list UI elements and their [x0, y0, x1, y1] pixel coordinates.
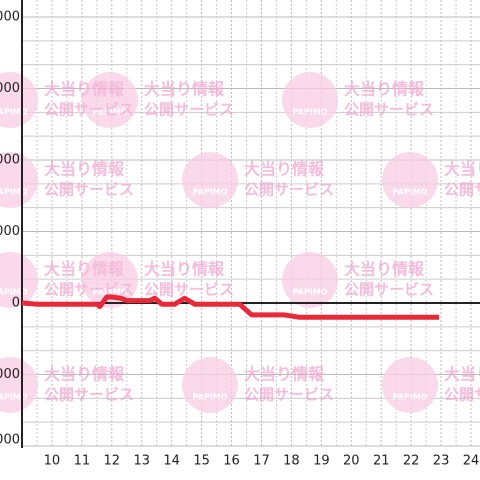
watermark-logo: [0, 252, 38, 308]
x-tick-label: 10: [44, 454, 61, 469]
watermark-title: 大当り情報: [44, 80, 125, 99]
x-tick-label: 19: [313, 454, 330, 469]
watermark-title: 大当り情報: [244, 365, 325, 384]
watermark-title: 大当り情報: [244, 160, 325, 179]
y-tick-label: -6,000: [0, 433, 20, 448]
watermark-logo: [0, 72, 38, 128]
watermark-logo-text: PAPIMO: [93, 288, 128, 297]
x-tick-label: 22: [403, 454, 420, 469]
y-tick-label: 6,000: [0, 153, 20, 168]
watermark-logo: [82, 72, 138, 128]
y-tick-label: 9,000: [0, 81, 20, 96]
watermark-logo: [0, 152, 38, 208]
watermark-logo: [0, 357, 38, 413]
watermark-title: 大当り情報: [344, 260, 425, 279]
y-tick-label: 3,000: [0, 224, 20, 239]
x-tick-label: 14: [163, 454, 180, 469]
watermark-title: 大当り情報: [444, 160, 480, 179]
watermark-logo: [182, 152, 238, 208]
watermark-subtitle: 公開サービス: [244, 181, 334, 199]
watermark-logo: [382, 152, 438, 208]
watermark-subtitle: 公開サービス: [144, 281, 234, 299]
x-tick-label: 16: [223, 454, 240, 469]
x-tick-label: 13: [133, 454, 150, 469]
y-tick-label: 12,000: [0, 10, 20, 25]
watermark-logo-text: PAPIMO: [0, 108, 28, 117]
x-tick-label: 21: [373, 454, 390, 469]
watermark-title: 大当り情報: [44, 160, 125, 179]
watermark-subtitle: 公開サービス: [44, 101, 134, 119]
watermark-logo-text: PAPIMO: [0, 288, 28, 297]
watermark-subtitle: 公開サービス: [444, 386, 480, 404]
x-tick-label: 15: [193, 454, 210, 469]
watermark-title: 大当り情報: [44, 365, 125, 384]
watermark-logo-text: PAPIMO: [293, 288, 328, 297]
watermark-logo: [82, 252, 138, 308]
watermark-logo: [282, 72, 338, 128]
watermark-logo-text: PAPIMO: [0, 393, 28, 402]
y-tick-label: -3,000: [0, 367, 20, 382]
watermark-logo: [182, 357, 238, 413]
watermark-subtitle: 公開サービス: [244, 386, 334, 404]
watermark-logo-text: PAPIMO: [393, 393, 428, 402]
x-tick-label: 17: [253, 454, 270, 469]
watermark-subtitle: 公開サービス: [344, 281, 434, 299]
x-tick-label: 23: [433, 454, 450, 469]
x-tick-label: 12: [104, 454, 121, 469]
watermark-title: 大当り情報: [44, 260, 125, 279]
watermark-logo-text: PAPIMO: [93, 108, 128, 117]
watermark-title: 大当り情報: [144, 260, 225, 279]
watermark-title: 大当り情報: [344, 80, 425, 99]
data-line: [21, 294, 439, 320]
watermark-subtitle: 公開サービス: [344, 101, 434, 119]
x-tick-label: 20: [343, 454, 360, 469]
x-tick-label: 24: [463, 454, 480, 469]
watermark-logo-text: PAPIMO: [393, 188, 428, 197]
watermark-title: 大当り情報: [144, 80, 225, 99]
x-tick-label: 11: [74, 454, 91, 469]
watermark-logo-text: PAPIMO: [193, 188, 228, 197]
watermark-logo-text: PAPIMO: [193, 393, 228, 402]
watermark-subtitle: 公開サービス: [44, 386, 134, 404]
watermark-subtitle: 公開サービス: [444, 181, 480, 199]
watermark-logo-text: PAPIMO: [293, 108, 328, 117]
watermark-logo: [382, 357, 438, 413]
watermark-title: 大当り情報: [444, 365, 480, 384]
watermark-logo: [282, 252, 338, 308]
watermark-subtitle: 公開サービス: [44, 181, 134, 199]
x-tick-label: 18: [283, 454, 300, 469]
watermark-subtitle: 公開サービス: [144, 101, 234, 119]
watermark-logo-text: PAPIMO: [0, 188, 28, 197]
y-tick-label: 0: [12, 296, 20, 311]
watermark-subtitle: 公開サービス: [44, 281, 134, 299]
